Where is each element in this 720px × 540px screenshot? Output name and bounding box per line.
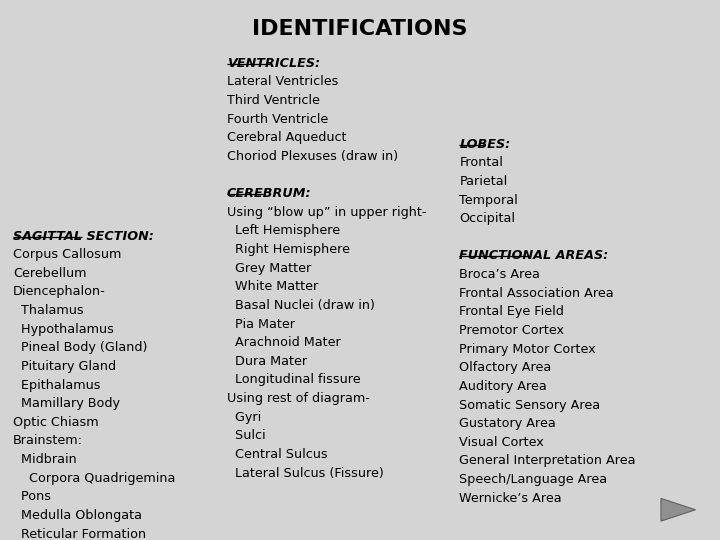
Text: Corpus Callosum: Corpus Callosum xyxy=(13,248,122,261)
Text: Temporal: Temporal xyxy=(459,193,518,207)
Text: Epithalamus: Epithalamus xyxy=(13,379,101,392)
Text: Frontal Eye Field: Frontal Eye Field xyxy=(459,305,564,319)
Text: IDENTIFICATIONS: IDENTIFICATIONS xyxy=(252,19,468,39)
Text: Auditory Area: Auditory Area xyxy=(459,380,547,393)
Text: Broca’s Area: Broca’s Area xyxy=(459,268,540,281)
Text: Using “blow up” in upper right-: Using “blow up” in upper right- xyxy=(227,206,426,219)
Text: Longitudinal fissure: Longitudinal fissure xyxy=(227,373,361,387)
Text: Lateral Ventricles: Lateral Ventricles xyxy=(227,75,338,89)
Text: Left Hemisphere: Left Hemisphere xyxy=(227,224,340,238)
Text: Dura Mater: Dura Mater xyxy=(227,355,307,368)
Text: General Interpretation Area: General Interpretation Area xyxy=(459,454,636,468)
Text: Pituitary Gland: Pituitary Gland xyxy=(13,360,116,373)
Text: Using rest of diagram-: Using rest of diagram- xyxy=(227,392,369,405)
Text: Parietal: Parietal xyxy=(459,175,508,188)
Text: Occipital: Occipital xyxy=(459,212,516,225)
Text: Grey Matter: Grey Matter xyxy=(227,261,311,275)
Text: Cerebral Aqueduct: Cerebral Aqueduct xyxy=(227,131,346,144)
Text: Pia Mater: Pia Mater xyxy=(227,318,294,330)
Text: CEREBRUM:: CEREBRUM: xyxy=(227,187,312,200)
Text: FUNCTIONAL AREAS:: FUNCTIONAL AREAS: xyxy=(459,249,608,262)
Text: Optic Chiasm: Optic Chiasm xyxy=(13,416,99,429)
Text: Arachnoid Mater: Arachnoid Mater xyxy=(227,336,341,349)
Text: Reticular Formation: Reticular Formation xyxy=(13,528,146,540)
Text: Gyri: Gyri xyxy=(227,410,261,424)
Text: Right Hemisphere: Right Hemisphere xyxy=(227,243,350,256)
Text: Third Ventricle: Third Ventricle xyxy=(227,94,320,107)
Text: Medulla Oblongata: Medulla Oblongata xyxy=(13,509,142,522)
Text: Pineal Body (Gland): Pineal Body (Gland) xyxy=(13,341,148,354)
Text: Frontal Association Area: Frontal Association Area xyxy=(459,287,614,300)
Text: Speech/Language Area: Speech/Language Area xyxy=(459,473,608,486)
Text: Frontal: Frontal xyxy=(459,157,503,170)
Text: Cerebellum: Cerebellum xyxy=(13,267,86,280)
Polygon shape xyxy=(661,498,696,521)
Text: Somatic Sensory Area: Somatic Sensory Area xyxy=(459,399,600,411)
Text: SAGITTAL SECTION:: SAGITTAL SECTION: xyxy=(13,230,154,242)
Text: Fourth Ventricle: Fourth Ventricle xyxy=(227,112,328,126)
Text: Basal Nuclei (draw in): Basal Nuclei (draw in) xyxy=(227,299,374,312)
Text: LOBES:: LOBES: xyxy=(459,138,510,151)
Text: White Matter: White Matter xyxy=(227,280,318,293)
Text: Thalamus: Thalamus xyxy=(13,304,84,317)
Text: Wernicke’s Area: Wernicke’s Area xyxy=(459,491,562,505)
Text: Pons: Pons xyxy=(13,490,51,503)
Text: Primary Motor Cortex: Primary Motor Cortex xyxy=(459,342,596,356)
Text: Brainstem:: Brainstem: xyxy=(13,434,83,448)
Text: Premotor Cortex: Premotor Cortex xyxy=(459,324,564,337)
Text: Visual Cortex: Visual Cortex xyxy=(459,436,544,449)
Text: Lateral Sulcus (Fissure): Lateral Sulcus (Fissure) xyxy=(227,467,384,480)
Text: VENTRICLES:: VENTRICLES: xyxy=(227,57,320,70)
Text: Sulci: Sulci xyxy=(227,429,266,442)
Text: Gustatory Area: Gustatory Area xyxy=(459,417,556,430)
Text: Olfactory Area: Olfactory Area xyxy=(459,361,552,374)
Text: Diencephalon-: Diencephalon- xyxy=(13,285,106,299)
Text: Choriod Plexuses (draw in): Choriod Plexuses (draw in) xyxy=(227,150,398,163)
Text: Corpora Quadrigemina: Corpora Quadrigemina xyxy=(13,471,176,485)
Text: Midbrain: Midbrain xyxy=(13,453,77,466)
Text: Mamillary Body: Mamillary Body xyxy=(13,397,120,410)
Text: Central Sulcus: Central Sulcus xyxy=(227,448,328,461)
Text: Hypothalamus: Hypothalamus xyxy=(13,322,114,336)
